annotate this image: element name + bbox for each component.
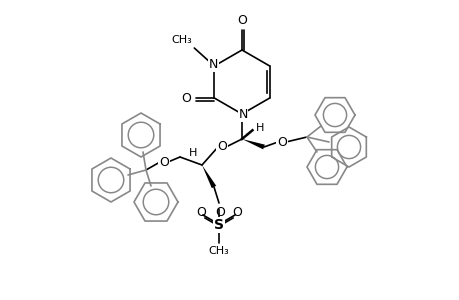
Text: O: O xyxy=(196,206,206,220)
Text: S: S xyxy=(213,218,224,232)
Text: O: O xyxy=(159,155,168,169)
Text: O: O xyxy=(181,92,191,104)
Polygon shape xyxy=(241,139,264,149)
Text: O: O xyxy=(236,14,246,27)
Polygon shape xyxy=(202,165,216,188)
Text: CH₃: CH₃ xyxy=(208,246,229,256)
Text: O: O xyxy=(217,140,226,154)
Text: O: O xyxy=(231,206,241,220)
Text: H: H xyxy=(188,148,196,158)
Text: H: H xyxy=(256,123,264,133)
Text: N: N xyxy=(238,109,247,122)
Text: O: O xyxy=(276,136,286,148)
Text: O: O xyxy=(215,206,224,219)
Text: N: N xyxy=(208,58,218,71)
Text: CH₃: CH₃ xyxy=(171,35,192,45)
